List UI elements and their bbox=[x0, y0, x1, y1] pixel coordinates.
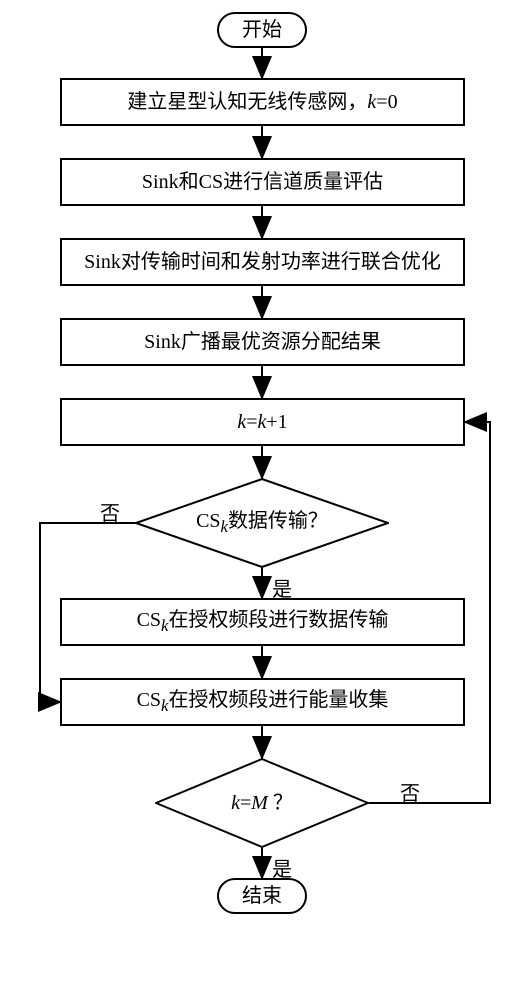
process-7: CSk在授权频段进行能量收集 bbox=[60, 678, 465, 726]
process-6: CSk在授权频段进行数据传输 bbox=[60, 598, 465, 646]
process-7-label: CSk在授权频段进行能量收集 bbox=[137, 688, 389, 716]
edge-label-d2-no: 否 bbox=[400, 777, 420, 806]
process-1: 建立星型认知无线传感网，k=0 bbox=[60, 78, 465, 126]
process-6-label: CSk在授权频段进行数据传输 bbox=[137, 608, 389, 636]
process-1-label: 建立星型认知无线传感网，k=0 bbox=[127, 90, 397, 114]
process-3-label: Sink对传输时间和发射功率进行联合优化 bbox=[84, 250, 441, 274]
process-5-label: k=k+1 bbox=[237, 410, 287, 434]
decision-2: k=M ？ bbox=[155, 758, 369, 848]
process-5: k=k+1 bbox=[60, 398, 465, 446]
process-2-label: Sink和CS进行信道质量评估 bbox=[142, 170, 383, 194]
process-4: Sink广播最优资源分配结果 bbox=[60, 318, 465, 366]
process-2: Sink和CS进行信道质量评估 bbox=[60, 158, 465, 206]
edge-label-d1-yes: 是 bbox=[272, 573, 292, 602]
edge-label-d1-no: 否 bbox=[100, 497, 120, 526]
edge-label-d2-yes: 是 bbox=[272, 853, 292, 882]
decision-2-label: k=M ？ bbox=[231, 791, 293, 815]
decision-1: CSk数据传输？ bbox=[135, 478, 389, 568]
end-node: 结束 bbox=[217, 878, 307, 914]
process-4-label: Sink广播最优资源分配结果 bbox=[144, 330, 381, 354]
end-label: 结束 bbox=[242, 884, 282, 908]
decision-1-label: CSk数据传输？ bbox=[196, 509, 328, 537]
start-label: 开始 bbox=[242, 18, 282, 42]
process-3: Sink对传输时间和发射功率进行联合优化 bbox=[60, 238, 465, 286]
start-node: 开始 bbox=[217, 12, 307, 48]
